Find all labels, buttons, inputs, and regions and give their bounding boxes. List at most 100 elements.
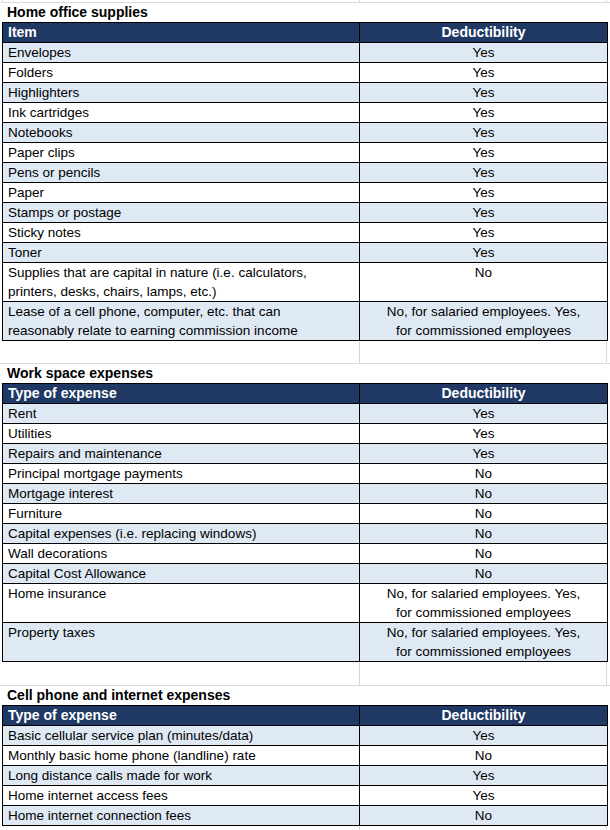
column-header-deductibility: Deductibility [360,706,608,726]
deductibility-cell: No [360,746,608,766]
table-row: UtilitiesYes [3,424,608,444]
table-row: Principal mortgage paymentsNo [3,464,608,484]
gridline-tick [359,341,360,363]
deductibility-cell: Yes [360,766,608,786]
table-row: HighlightersYes [3,83,608,103]
section-home-office-supplies: Home office supplies Item Deductibility … [0,3,610,341]
empty-sheet-row [0,341,610,364]
deductibility-cell: No, for salaried employees. Yes, for com… [360,623,608,662]
deductibility-cell: Yes [360,444,608,464]
table-row: FoldersYes [3,63,608,83]
work-space-expenses-table: Type of expense Deductibility RentYes Ut… [2,383,608,662]
column-header-item: Item [3,23,360,43]
item-cell: Supplies that are capital in nature (i.e… [3,263,360,302]
table-row: Supplies that are capital in nature (i.e… [3,263,608,302]
table-row: Repairs and maintenanceYes [3,444,608,464]
table-row: Ink cartridgesYes [3,103,608,123]
deductibility-cell: No [360,806,608,826]
gridline-tick [606,0,607,2]
deductibility-cell: No, for salaried employees. Yes, for com… [360,302,608,341]
deductibility-cell: Yes [360,404,608,424]
section-title: Work space expenses [0,364,610,383]
table-row: Basic cellular service plan (minutes/dat… [3,726,608,746]
table-row: Sticky notesYes [3,223,608,243]
item-cell: Highlighters [3,83,360,103]
deductibility-cell: Yes [360,424,608,444]
table-row: Home insuranceNo, for salaried employees… [3,584,608,623]
column-header-deductibility: Deductibility [360,384,608,404]
table-row: Pens or pencilsYes [3,163,608,183]
column-header-type-of-expense: Type of expense [3,384,360,404]
table-row: Home internet connection feesNo [3,806,608,826]
item-cell: Notebooks [3,123,360,143]
gridline-tick [606,826,607,830]
item-cell: Lease of a cell phone, computer, etc. th… [3,302,360,341]
item-cell: Envelopes [3,43,360,63]
expense-cell: Monthly basic home phone (landline) rate [3,746,360,766]
deductibility-cell: Yes [360,786,608,806]
gridline-tick [359,826,360,830]
expense-cell: Property taxes [3,623,360,662]
deductibility-cell: No [360,464,608,484]
table-row: Wall decorationsNo [3,544,608,564]
expense-cell: Principal mortgage payments [3,464,360,484]
header-row: Item Deductibility [3,23,608,43]
cell-phone-internet-expenses-table: Type of expense Deductibility Basic cell… [2,705,608,826]
section-title: Cell phone and internet expenses [0,686,610,705]
table-row: RentYes [3,404,608,424]
expense-cell: Capital expenses (i.e. replacing windows… [3,524,360,544]
table-row: Home internet access feesYes [3,786,608,806]
expense-cell: Basic cellular service plan (minutes/dat… [3,726,360,746]
table-row: NotebooksYes [3,123,608,143]
table-row: Long distance calls made for workYes [3,766,608,786]
gridline-tick [359,662,360,685]
home-office-supplies-table: Item Deductibility EnvelopesYes FoldersY… [2,22,608,341]
table-row: Stamps or postageYes [3,203,608,223]
item-cell: Pens or pencils [3,163,360,183]
gridline-tick [606,341,607,363]
table-row: Capital Cost AllowanceNo [3,564,608,584]
section-cell-phone-internet-expenses: Cell phone and internet expenses Type of… [0,686,610,826]
spreadsheet-area: Home office supplies Item Deductibility … [0,0,610,830]
expense-cell: Home insurance [3,584,360,623]
item-cell: Stamps or postage [3,203,360,223]
table-row: Lease of a cell phone, computer, etc. th… [3,302,608,341]
table-row: FurnitureNo [3,504,608,524]
header-row: Type of expense Deductibility [3,706,608,726]
expense-cell: Long distance calls made for work [3,766,360,786]
table-row: TonerYes [3,243,608,263]
table-row: EnvelopesYes [3,43,608,63]
gridline-bottom [0,826,610,830]
gridline-tick [2,0,3,2]
expense-cell: Wall decorations [3,544,360,564]
deductibility-cell: Yes [360,163,608,183]
section-title: Home office supplies [0,3,610,22]
section-work-space-expenses: Work space expenses Type of expense Dedu… [0,364,610,662]
expense-cell: Furniture [3,504,360,524]
deductibility-cell: Yes [360,63,608,83]
deductibility-cell: Yes [360,143,608,163]
item-cell: Toner [3,243,360,263]
item-cell: Sticky notes [3,223,360,243]
item-cell: Paper [3,183,360,203]
expense-cell: Rent [3,404,360,424]
deductibility-cell: Yes [360,123,608,143]
deductibility-cell: Yes [360,203,608,223]
column-header-deductibility: Deductibility [360,23,608,43]
deductibility-cell: No [360,504,608,524]
item-cell: Folders [3,63,360,83]
expense-cell: Utilities [3,424,360,444]
table-row: Property taxesNo, for salaried employees… [3,623,608,662]
deductibility-cell: Yes [360,183,608,203]
deductibility-cell: Yes [360,43,608,63]
deductibility-cell: Yes [360,223,608,243]
table-row: Capital expenses (i.e. replacing windows… [3,524,608,544]
deductibility-cell: No [360,524,608,544]
deductibility-cell: Yes [360,243,608,263]
expense-cell: Home internet access fees [3,786,360,806]
deductibility-cell: No [360,564,608,584]
deductibility-cell: Yes [360,103,608,123]
deductibility-cell: Yes [360,726,608,746]
deductibility-cell: No [360,484,608,504]
expense-cell: Home internet connection fees [3,806,360,826]
